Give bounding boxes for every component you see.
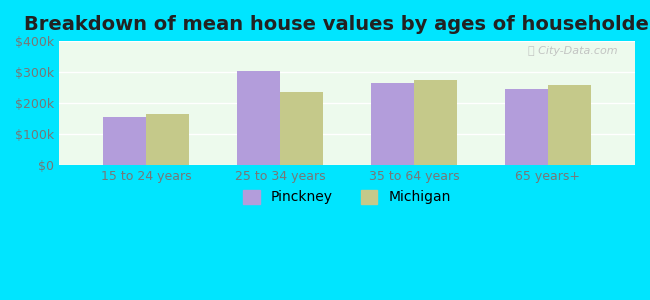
- Bar: [414, 80, 457, 165]
- Bar: [505, 89, 548, 165]
- Bar: [371, 83, 414, 165]
- Bar: [280, 92, 323, 165]
- Bar: [237, 70, 280, 165]
- Bar: [548, 85, 591, 165]
- Bar: [103, 117, 146, 165]
- Legend: Pinckney, Michigan: Pinckney, Michigan: [238, 184, 456, 210]
- Text: ⓘ City-Data.com: ⓘ City-Data.com: [528, 46, 618, 56]
- Bar: [146, 114, 189, 165]
- Title: Breakdown of mean house values by ages of householders: Breakdown of mean house values by ages o…: [24, 15, 650, 34]
